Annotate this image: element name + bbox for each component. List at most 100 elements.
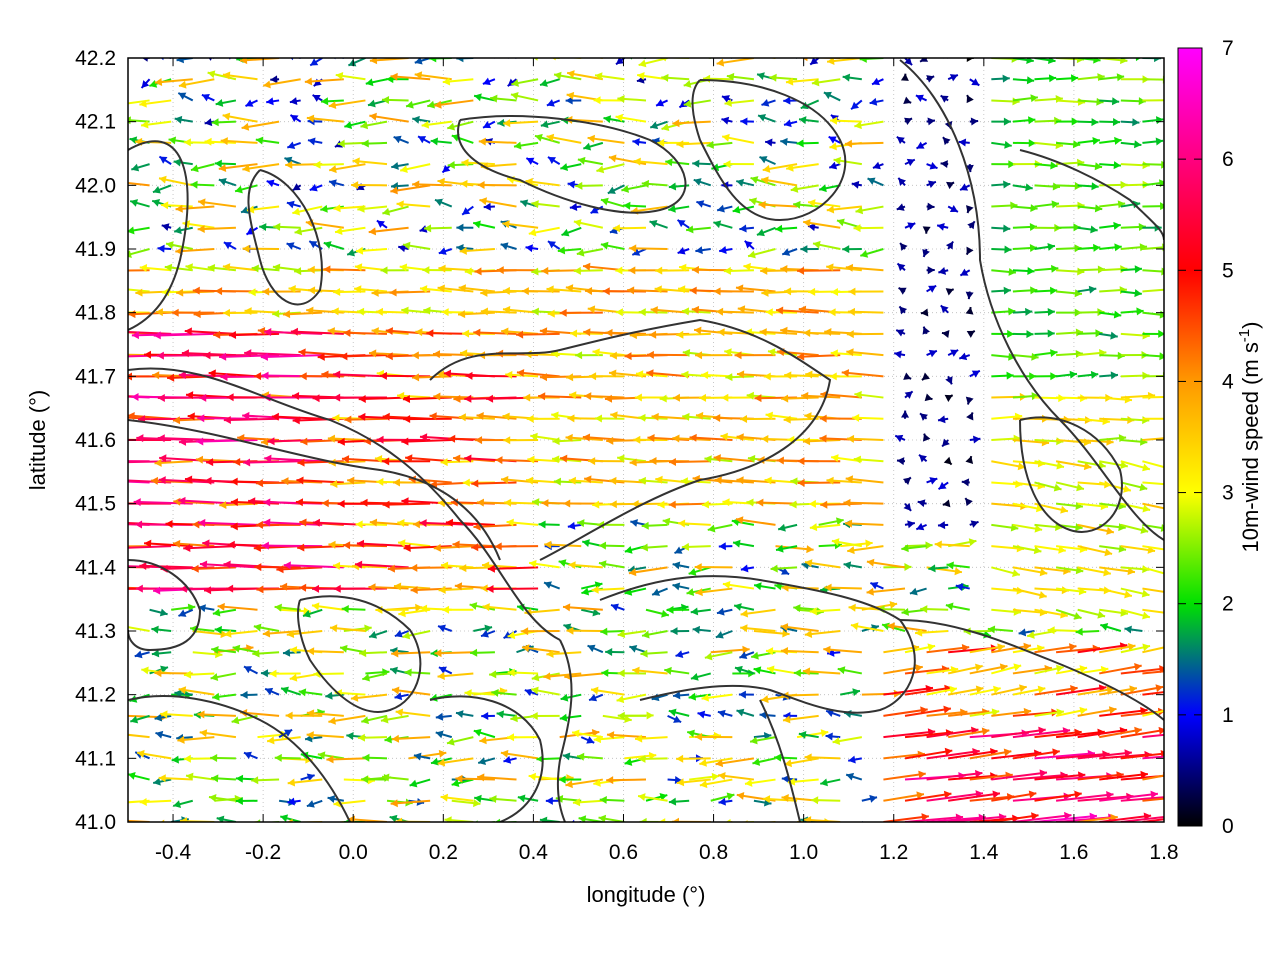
wind-vector-head [495,456,503,465]
wind-vector-head [688,568,697,576]
wind-vector-head [561,228,570,237]
wind-vector-head [624,758,633,766]
wind-vector [1099,664,1142,675]
wind-vector-head [961,478,970,487]
wind-vector-head [253,623,262,632]
wind-vector-head [1025,183,1033,192]
wind-vector-head [638,476,646,485]
wind-vector-head [204,586,212,595]
wind-vector-head [251,264,259,273]
wind-vector-head [102,780,110,788]
wind-vector-head [1056,461,1065,470]
wind-vector-head [560,454,568,463]
wind-vector-head [1039,769,1047,778]
wind-vector-head [139,797,147,806]
wind-vector-head [775,224,783,233]
wind-vector-head [1047,626,1055,635]
wind-vector-head [171,755,179,764]
wind-vector-head [720,432,728,441]
y-tick-label: 42.0 [75,174,116,197]
wind-vector-head [617,630,626,639]
wind-vector-head [652,588,661,596]
wind-vector-head [752,758,761,766]
wind-vector-head [455,710,464,719]
wind-vector-head [462,478,470,487]
wind-vector [356,542,409,548]
wind-vector-head [292,416,300,425]
wind-vector-head [131,392,139,401]
wind-vector [445,521,495,526]
wind-vector-head [329,179,337,188]
wind-vector-head [616,58,625,65]
wind-vector-head [692,159,700,168]
wind-vector-head [208,369,216,378]
wind-vector-head [473,728,482,737]
wind-vector-head [624,352,632,361]
wind-vector-head [1113,161,1121,170]
wind-vector-head [1095,329,1103,338]
wind-vector-head [1096,97,1104,106]
wind-vector-head [118,519,125,527]
wind-vector-head [697,710,706,719]
wind-vector [128,396,129,398]
wind-vector-head [435,712,444,721]
wind-vector-head [695,823,703,831]
wind-vector-head [689,286,697,295]
wind-vector-head [714,476,722,485]
wind-vector-head [287,797,295,806]
wind-vector-head [286,630,295,639]
wind-vector-head [1170,589,1178,597]
wind-vector-head [183,754,191,763]
wind-vector-head [390,799,398,808]
wind-vector-head [156,351,164,360]
wind-vector-head [1048,58,1056,65]
wind-vector [926,792,984,802]
wind-vector-head [376,220,385,228]
wind-vector-head [178,686,187,695]
wind-vector [794,58,798,59]
wind-vector-head [950,349,959,357]
wind-vector-head [139,561,147,570]
wind-vector-head [1163,576,1164,578]
wind-vector-head [382,773,390,782]
wind-vector-head [831,454,839,463]
wind-vector [948,792,1001,802]
wind-vector-head [590,206,599,214]
wind-vector-head [337,139,345,148]
wind-vector-head [945,241,954,250]
wind-vector-head [152,371,160,380]
wind-vector-head [718,797,726,806]
wind-vector [263,521,323,526]
wind-vector-head [456,58,464,63]
wind-vector-head [938,267,947,275]
wind-vector [178,499,236,505]
terrain-contour [128,559,202,652]
wind-vector-head [677,246,686,255]
wind-vector-head [1124,590,1132,599]
wind-vector-head [541,499,549,508]
wind-vector-head [761,99,770,107]
wind-vector-head [847,546,855,555]
wind-vector-head [178,371,186,380]
wind-vector-head [351,181,359,190]
wind-vector-head [196,437,204,446]
wind-vector [1055,730,1105,739]
wind-vector-head [1030,94,1038,103]
wind-vector [1099,814,1152,822]
wind-vector [493,58,495,59]
wind-vector [128,733,150,739]
wind-vector-head [220,137,228,146]
wind-vector-head [496,266,504,275]
wind-vector-head [253,543,261,552]
wind-vector-head [846,772,855,781]
wind-vector-head [810,58,819,65]
wind-vector-head [168,136,177,145]
wind-vector-head [582,433,591,442]
wind-vector-head [333,393,341,402]
wind-vector-head [894,350,902,359]
wind-vector-head [798,116,807,125]
wind-vector [1034,814,1098,822]
wind-vector-head [1073,223,1081,232]
wind-vector-head [320,204,328,213]
wind-vector-head [650,121,659,130]
